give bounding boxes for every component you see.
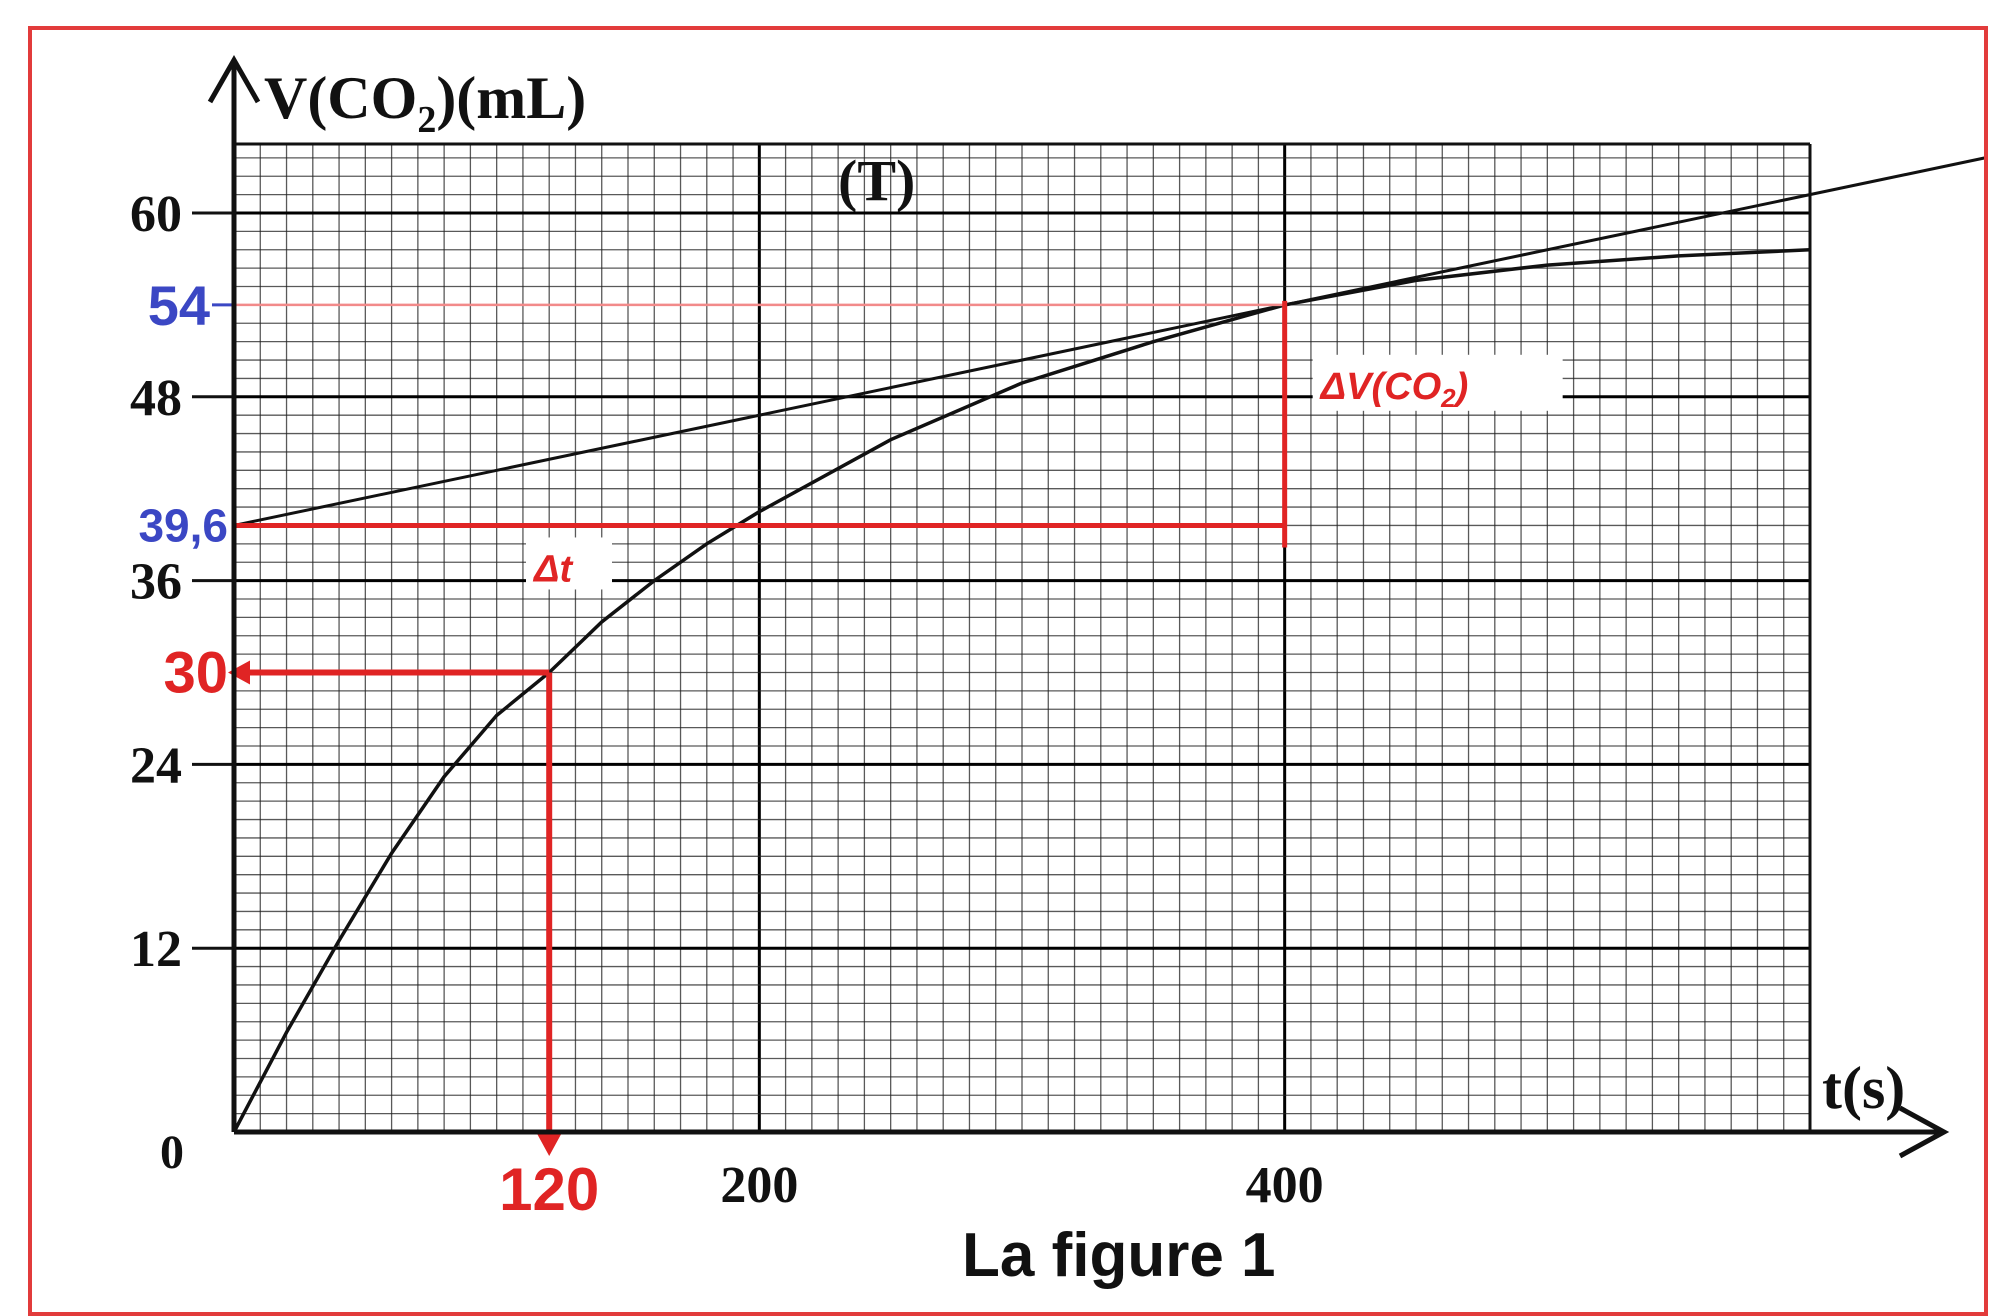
grid [232,142,1812,1134]
y-tick-label: 12 [130,921,182,978]
tangent-line [233,156,1984,527]
label-39-6: 39,6 [138,499,228,551]
delta-v-label-sub: 2 [1440,383,1456,413]
delta-v-label-tail: ) [1452,366,1469,408]
y-axis-arrow [207,54,261,104]
arrow-head-30 [228,660,250,685]
y-axis-label: V(CO2)(mL) [264,65,586,141]
x-tick-label: 200 [720,1157,798,1214]
curve-layer [232,156,1984,1133]
label-54: 54 [148,274,210,337]
delta-t-label-bg [526,537,612,590]
delta-v-label-main: ΔV(CO [1319,366,1442,408]
label-120: 120 [499,1156,599,1223]
delta-v-label: ΔV(CO2) [1319,366,1469,413]
y-axis-label-tail: )(mL) [436,65,586,131]
tangent-label: (T) [838,148,915,213]
x-axis-label: t(s) [1822,1055,1905,1121]
figure-caption: La figure 1 [962,1221,1276,1290]
x-tick-label: 400 [1246,1157,1324,1214]
label-30: 30 [163,641,228,706]
y-tick-label: 48 [130,370,182,427]
axes [207,54,1950,1159]
tick-labels: 60 48 36 24 12 0 200 400 [130,186,1324,1214]
y-tick-label: 60 [130,186,182,243]
y-axis-label-main: V(CO [264,65,417,131]
figure-frame: 54 39,6 ΔV(CO2) Δt 30 120 60 48 36 24 12 0 200 400 V… [28,26,1988,1316]
annotations: 54 39,6 ΔV(CO2) Δt 30 120 [138,274,1563,1223]
arrow-head-120 [537,1134,562,1156]
y-tick-label: 36 [130,554,182,611]
origin-label: 0 [160,1126,184,1179]
y-axis-label-sub: 2 [417,99,436,141]
y-tick-label: 24 [130,737,182,794]
volume-curve [232,248,1811,1133]
delta-t-label: Δt [532,548,574,590]
x-axis-arrow [1898,1105,1950,1159]
delta-v-label-bg [1312,354,1563,411]
y-tick-marks [192,211,234,950]
